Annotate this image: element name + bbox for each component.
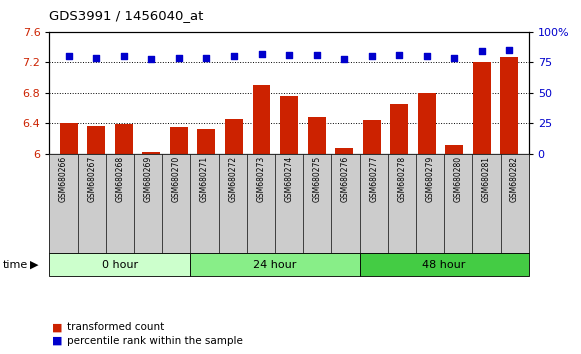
Text: GSM680266: GSM680266 <box>59 156 68 202</box>
Text: GSM680271: GSM680271 <box>200 156 209 202</box>
Text: GSM680281: GSM680281 <box>482 156 491 202</box>
Point <box>422 53 432 59</box>
Point <box>477 48 486 54</box>
Bar <box>390 104 408 154</box>
Text: GSM680269: GSM680269 <box>144 156 153 202</box>
Point <box>146 56 156 62</box>
Point <box>450 55 459 60</box>
Text: 0 hour: 0 hour <box>102 259 138 270</box>
Bar <box>142 153 160 154</box>
Text: GSM680270: GSM680270 <box>172 156 181 202</box>
Text: GSM680268: GSM680268 <box>116 156 124 202</box>
Point <box>285 52 294 58</box>
Point <box>92 55 101 60</box>
Text: ■: ■ <box>52 336 63 346</box>
Text: ■: ■ <box>52 322 63 332</box>
Bar <box>87 126 105 154</box>
Point <box>257 51 266 57</box>
Text: transformed count: transformed count <box>67 322 164 332</box>
Bar <box>308 116 325 154</box>
Point <box>505 47 514 53</box>
Bar <box>280 96 298 154</box>
Bar <box>473 62 491 154</box>
Point <box>174 55 184 60</box>
Text: GSM680275: GSM680275 <box>313 156 322 202</box>
Bar <box>446 145 463 154</box>
Text: GSM680267: GSM680267 <box>87 156 96 202</box>
Text: time: time <box>3 259 28 270</box>
Point <box>64 53 73 59</box>
Text: ▶: ▶ <box>30 259 39 270</box>
Point <box>119 53 128 59</box>
Point <box>312 52 321 58</box>
Text: percentile rank within the sample: percentile rank within the sample <box>67 336 243 346</box>
Point <box>229 53 239 59</box>
Text: GSM680278: GSM680278 <box>397 156 406 202</box>
Text: GSM680272: GSM680272 <box>228 156 237 202</box>
Bar <box>335 148 353 154</box>
Text: GSM680274: GSM680274 <box>285 156 293 202</box>
Bar <box>225 119 243 154</box>
Bar <box>253 85 270 154</box>
Bar <box>363 120 381 154</box>
Point <box>339 56 349 62</box>
Text: GSM680280: GSM680280 <box>454 156 462 202</box>
Bar <box>170 127 188 154</box>
Point <box>394 52 404 58</box>
Text: GSM680279: GSM680279 <box>425 156 435 202</box>
Text: 48 hour: 48 hour <box>422 259 466 270</box>
Text: GSM680277: GSM680277 <box>369 156 378 202</box>
Text: GSM680273: GSM680273 <box>256 156 266 202</box>
Text: 24 hour: 24 hour <box>253 259 297 270</box>
Bar <box>198 129 216 154</box>
Bar <box>60 124 78 154</box>
Text: GSM680276: GSM680276 <box>341 156 350 202</box>
Text: GSM680282: GSM680282 <box>510 156 519 202</box>
Bar <box>500 57 518 154</box>
Bar <box>418 93 436 154</box>
Text: GDS3991 / 1456040_at: GDS3991 / 1456040_at <box>49 9 204 22</box>
Point <box>367 53 376 59</box>
Bar <box>115 124 132 154</box>
Point <box>202 55 211 60</box>
